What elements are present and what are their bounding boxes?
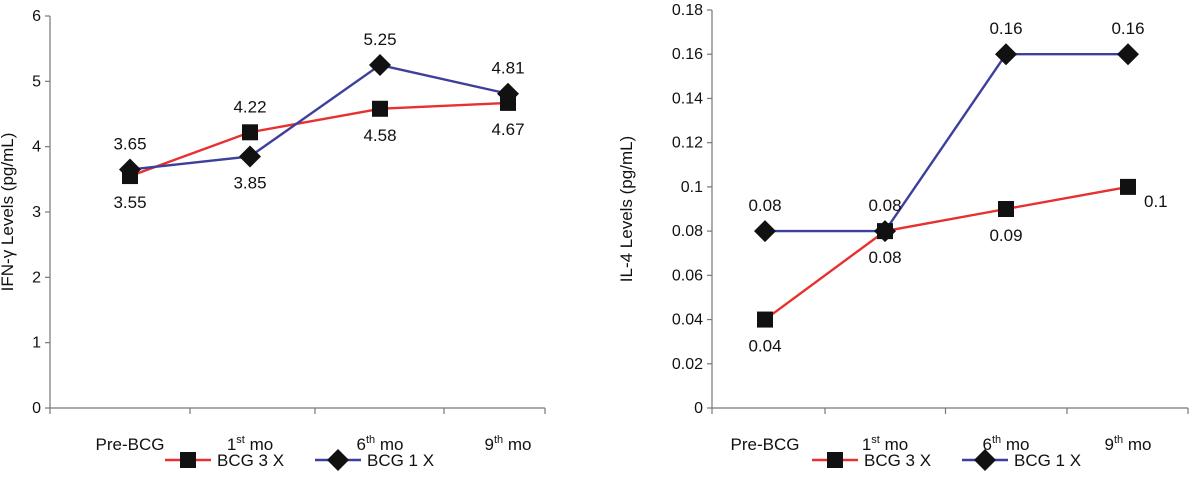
data-label-bcg-3x: 0.04 [748,337,781,356]
legend-marker-bcg-3x [180,452,196,468]
data-point-bcg-1x [239,145,261,168]
data-point-bcg-1x [874,220,896,243]
legend-item-bcg-1x: BCG 1 X [962,449,1081,471]
data-label-bcg-1x: 0.16 [989,19,1022,38]
x-category-label: Pre-BCG [731,435,800,454]
data-label-bcg-3x: 3.55 [113,193,146,212]
y-tick-label: 6 [32,8,41,25]
data-label-bcg-1x: 3.85 [233,173,266,192]
data-point-bcg-1x [119,158,141,181]
legend-label: BCG 3 X [864,451,931,470]
legend-label: BCG 1 X [367,451,434,470]
y-tick-label: 3 [32,204,41,221]
legend-item-bcg-1x: BCG 1 X [315,449,434,471]
data-label-bcg-1x: 0.08 [748,196,781,215]
x-category-label: 6th mo [357,434,404,454]
y-tick-label: 0.12 [672,135,703,152]
data-point-bcg-3x [998,201,1014,217]
data-point-bcg-3x [1120,178,1136,195]
y-tick-label: 0.14 [672,90,703,107]
data-label-bcg-1x: 4.81 [491,59,524,78]
series-line-bcg-3x [129,101,509,178]
legend-item-bcg-3x: BCG 3 X [812,451,931,470]
y-tick-label: 0.16 [672,46,703,63]
data-label-bcg-3x: 0.09 [989,226,1022,245]
legend-label: BCG 1 X [1014,451,1081,470]
data-point-bcg-1x [1117,43,1139,66]
y-axis-title: IL-4 Levels (pg/mL) [617,136,636,282]
series-line-bcg-1x [765,53,1128,233]
legend-label: BCG 3 X [217,451,284,470]
legend-marker-bcg-3x [827,452,843,468]
legend-marker-bcg-1x [974,449,996,471]
x-category-label: 1st mo [227,434,273,454]
legend-item-bcg-3x: BCG 3 X [165,451,284,470]
y-tick-label: 0.02 [672,356,703,373]
y-tick-label: 4 [32,139,41,156]
data-point-bcg-3x [372,100,388,117]
y-axis-title: IFN-γ Levels (pg/mL) [0,133,17,292]
y-tick-label: 2 [32,269,41,286]
data-label-bcg-3x: 4.67 [491,120,524,139]
x-category-label: 9th mo [1105,434,1152,454]
il-4-chart: 0 0.02 0.04 0.06 0.08 0.1 0.12 0.14 0.16 0.18 Pre-… [617,2,1189,471]
y-tick-label: 0.1 [681,179,703,196]
x-category-label: 6th mo [983,434,1030,454]
data-point-bcg-3x [757,311,773,328]
y-tick-label: 0.18 [672,2,703,19]
y-tick-label: 0.04 [672,312,703,329]
y-tick-label: 0.08 [672,223,703,240]
data-point-bcg-1x [754,220,776,243]
x-category-label: 1st mo [862,434,908,454]
data-point-bcg-3x [242,124,258,141]
y-tick-label: 5 [32,73,41,90]
data-label-bcg-1x: 0.08 [868,196,901,215]
data-label-bcg-3x: 4.58 [363,126,396,145]
data-point-bcg-1x [369,54,391,76]
y-tick-label: 0 [694,400,703,417]
data-label-bcg-3x: 0.08 [868,248,901,267]
data-label-bcg-3x: 0.1 [1144,192,1168,211]
data-label-bcg-1x: 3.65 [113,135,146,154]
data-label-bcg-1x: 0.16 [1111,19,1144,38]
legend-marker-bcg-1x [327,449,349,471]
data-label-bcg-1x: 5.25 [363,30,396,49]
data-point-bcg-1x [497,82,519,105]
data-label-bcg-3x: 4.22 [233,97,266,116]
x-category-label: 9th mo [485,434,532,454]
y-tick-label: 0 [32,400,41,417]
series-line-bcg-1x [129,63,509,171]
series-line-bcg-3x [764,185,1129,321]
y-tick-label: 1 [32,335,41,352]
y-tick-label: 0.06 [672,267,703,284]
data-point-bcg-1x [995,43,1017,66]
ifn-gamma-chart: 0 1 2 3 4 5 6 Pre-BCG 1st mo 6th mo 9th mo IFN-γ Le… [0,8,546,471]
x-category-label: Pre-BCG [96,435,165,454]
